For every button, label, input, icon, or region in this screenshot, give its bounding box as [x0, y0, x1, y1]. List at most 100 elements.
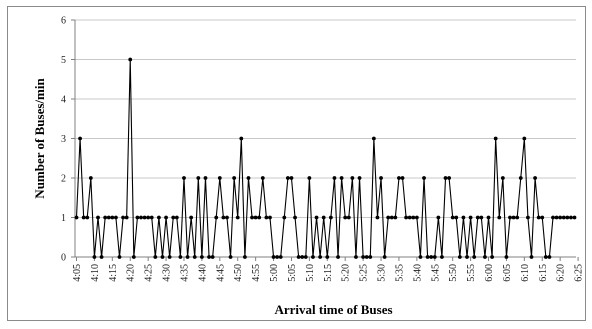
data-point: [361, 255, 366, 259]
data-point: [121, 215, 125, 220]
data-point: [422, 176, 426, 180]
x-tick-label: 4:15: [108, 264, 119, 282]
data-point: [199, 255, 204, 259]
x-tick-label: 6:25: [574, 264, 585, 282]
x-tick-label: 5:40: [412, 264, 423, 282]
data-point: [447, 176, 452, 180]
x-tick-label: 4:20: [126, 264, 137, 282]
data-point: [131, 255, 136, 259]
x-tick-label: 4:55: [251, 264, 262, 282]
data-point: [321, 215, 326, 220]
x-tick-label: 5:20: [341, 264, 352, 282]
data-point: [418, 255, 423, 259]
x-tick-label: 4:50: [233, 264, 244, 282]
data-point: [486, 215, 491, 220]
x-tick-label: 4:05: [72, 264, 83, 282]
data-point: [117, 255, 122, 259]
data-point: [454, 215, 459, 220]
data-point: [242, 255, 247, 259]
data-point: [371, 136, 376, 141]
data-point: [429, 255, 434, 259]
data-point: [414, 215, 419, 220]
data-point: [472, 255, 477, 259]
data-point: [400, 176, 405, 180]
data-point: [257, 215, 262, 220]
data-point: [311, 255, 315, 259]
data-point: [357, 176, 362, 180]
chart-border: [7, 6, 586, 321]
data-point: [411, 215, 416, 220]
data-point: [518, 176, 523, 180]
data-point: [271, 255, 276, 259]
data-point: [114, 215, 118, 220]
data-point: [103, 215, 108, 220]
data-point: [436, 215, 441, 220]
x-tick-labels: 4:05 4:10 4:15 4:20 4:25 4:30 4:35 4:40 4:45 4:50…: [72, 264, 585, 282]
data-point: [300, 255, 305, 259]
x-tick-label: 5:55: [466, 264, 477, 282]
data-point: [250, 215, 254, 220]
data-point: [368, 255, 373, 259]
data-point: [260, 176, 265, 180]
data-point: [192, 255, 197, 259]
data-point: [88, 176, 93, 180]
data-point: [483, 255, 487, 259]
x-tick-label: 4:40: [197, 264, 208, 282]
data-point: [189, 215, 194, 220]
data-point: [382, 255, 387, 259]
data-point: [425, 255, 430, 259]
data-point: [85, 215, 90, 220]
data-point: [529, 255, 534, 259]
y-tick-label: 2: [61, 174, 66, 185]
data-point: [253, 215, 258, 220]
data-point: [325, 255, 330, 259]
x-tick-label: 4:45: [215, 264, 226, 282]
data-point: [160, 255, 165, 259]
x-tick-label: 5:10: [305, 264, 316, 282]
data-point: [153, 255, 158, 259]
data-point: [450, 215, 455, 220]
data-point: [572, 215, 577, 220]
data-point: [536, 215, 541, 220]
y-tick-labels: 0 1 2 3 4 5 6: [61, 16, 66, 264]
x-tick-label: 5:00: [269, 264, 280, 282]
x-tick-label: 5:15: [323, 264, 334, 282]
data-point: [457, 255, 462, 259]
data-point: [296, 255, 301, 259]
data-point: [225, 215, 229, 220]
x-tick-label: 5:25: [359, 264, 370, 282]
data-point: [404, 215, 409, 220]
data-point: [332, 176, 337, 180]
data-point: [515, 215, 520, 220]
data-point: [182, 176, 186, 180]
data-point: [565, 215, 570, 220]
data-point: [461, 215, 466, 220]
data-point: [386, 215, 391, 220]
data-point: [74, 215, 79, 220]
data-point: [81, 215, 86, 220]
data-point: [364, 255, 369, 259]
data-point: [164, 215, 168, 220]
y-tick-label: 3: [61, 134, 66, 145]
y-axis-title: Number of Buses/min: [32, 78, 47, 199]
data-point: [569, 215, 573, 220]
data-point: [264, 215, 269, 220]
x-tick-label: 4:10: [90, 264, 101, 282]
data-point: [504, 255, 509, 259]
data-point: [268, 215, 272, 220]
data-point: [185, 255, 190, 259]
data-point: [139, 215, 143, 220]
x-tick-label: 5:35: [394, 264, 405, 282]
data-point: [174, 215, 179, 220]
data-point: [465, 255, 469, 259]
series-line: [75, 58, 575, 258]
x-tick-label: 6:20: [556, 264, 567, 282]
data-point: [526, 215, 530, 220]
y-tick-label: 1: [61, 213, 66, 224]
data-point: [561, 215, 566, 220]
data-point: [96, 215, 100, 220]
data-point: [289, 176, 294, 180]
data-point: [92, 255, 97, 259]
